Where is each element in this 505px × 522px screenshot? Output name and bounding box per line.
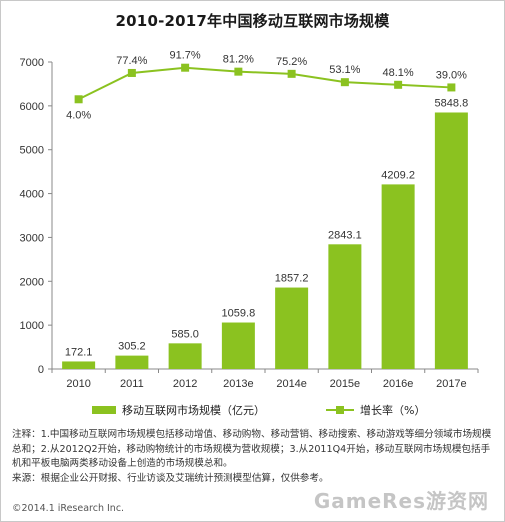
growth-data-label: 39.0% — [436, 69, 467, 81]
source-text: 来源：根据企业公开财报、行业访谈及艾瑞统计预测模型估算，仅供参考。 — [12, 472, 329, 484]
copyright-text: ©2014.1 iResearch Inc. — [12, 503, 125, 514]
growth-point — [394, 80, 403, 89]
growth-data-label: 4.0% — [66, 109, 91, 121]
growth-point — [340, 78, 349, 87]
growth-point — [287, 69, 296, 78]
y-tick-label: 7000 — [20, 57, 44, 69]
x-tick-label: 2012 — [173, 378, 197, 390]
legend-line-label: 增长率（%） — [360, 404, 426, 417]
growth-data-label: 81.2% — [223, 54, 254, 66]
growth-data-label: 91.7% — [170, 50, 201, 62]
growth-point — [234, 67, 243, 76]
growth-point — [447, 83, 456, 92]
notes-text: 注释：1.中国移动互联网市场规模包括移动增值、移动购物、移动营销、移动搜索、移动… — [12, 429, 492, 469]
bar-data-label: 2843.1 — [328, 229, 362, 241]
y-tick-label: 6000 — [20, 101, 44, 113]
y-tick-label: 0 — [38, 364, 44, 376]
bar — [328, 244, 362, 369]
bar-data-label: 5848.8 — [435, 97, 469, 109]
x-tick-label: 2015e — [330, 378, 361, 390]
bar-data-label: 4209.2 — [381, 169, 415, 181]
y-tick-label: 5000 — [20, 145, 44, 157]
y-tick-label: 1000 — [20, 320, 44, 332]
bar — [221, 322, 255, 369]
bar — [168, 343, 202, 369]
bar-data-label: 1059.8 — [222, 308, 256, 320]
y-tick-label: 3000 — [20, 232, 44, 244]
bar — [275, 287, 309, 369]
x-tick-label: 2010 — [66, 378, 90, 390]
growth-data-label: 53.1% — [329, 64, 360, 76]
bar-data-label: 172.1 — [65, 346, 93, 358]
watermark-logo: GameRes游资网 — [313, 489, 489, 513]
legend-bar-label: 移动互联网市场规模（亿元） — [122, 404, 265, 417]
x-tick-label: 2013e — [223, 378, 254, 390]
x-tick-label: 2017e — [436, 378, 467, 390]
growth-point — [181, 63, 190, 72]
legend-line-swatch — [326, 405, 354, 415]
growth-data-label: 75.2% — [276, 56, 307, 68]
growth-data-label: 48.1% — [383, 67, 414, 79]
chart-title: 2010-2017年中国移动互联网市场规模 — [115, 12, 390, 30]
bar — [62, 361, 96, 369]
growth-series-line — [78, 66, 452, 101]
x-tick-label: 2016e — [383, 378, 414, 390]
bar-data-label: 585.0 — [171, 328, 199, 340]
legend-bar-swatch — [92, 406, 116, 414]
chart-legend: 移动互联网市场规模（亿元） 增长率（%） — [0, 400, 505, 422]
growth-point — [74, 95, 83, 104]
chart-plot: 0 1000 2000 3000 4000 5000 6000 7000 2010 2011 201… — [20, 50, 479, 390]
growth-point — [127, 68, 136, 77]
bar — [115, 355, 149, 369]
bar — [434, 112, 468, 369]
growth-data-label: 77.4% — [116, 55, 147, 67]
chart-notes: 注释：1.中国移动互联网市场规模包括移动增值、移动购物、移动营销、移动搜索、移动… — [12, 428, 496, 486]
bar-data-label: 305.2 — [118, 341, 146, 353]
x-tick-label: 2011 — [120, 378, 144, 390]
y-tick-label: 4000 — [20, 189, 44, 201]
x-tick-label: 2014e — [276, 378, 307, 390]
legend-item-bar: 移动互联网市场规模（亿元） — [92, 400, 265, 420]
bar-data-label: 1857.2 — [275, 273, 309, 285]
bar — [381, 184, 415, 369]
legend-item-line: 增长率（%） — [326, 400, 425, 420]
y-tick-label: 2000 — [20, 276, 44, 288]
